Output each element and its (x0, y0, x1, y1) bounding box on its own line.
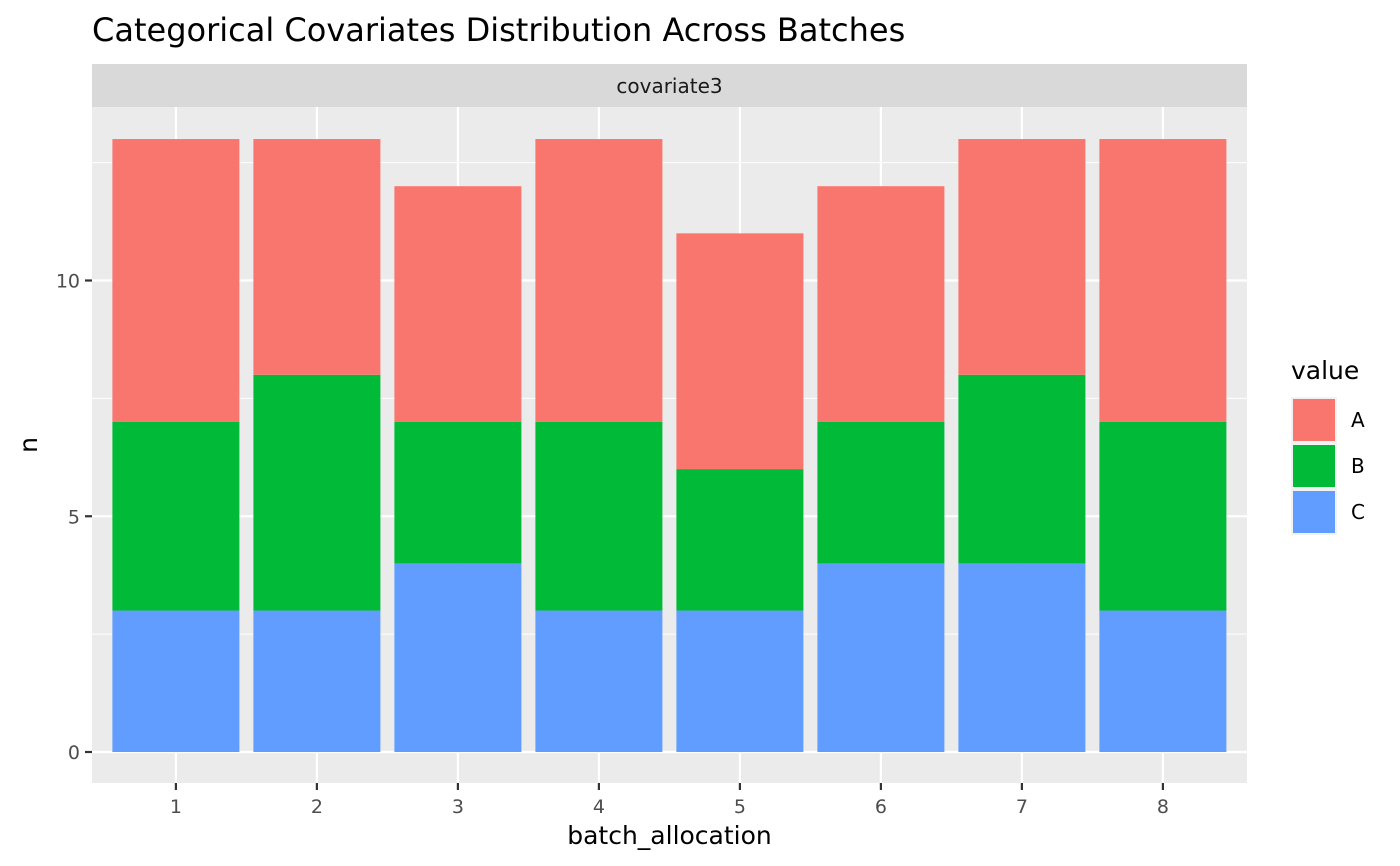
x-tick-label: 2 (311, 796, 323, 818)
bar-A-3 (394, 186, 522, 422)
bars (112, 139, 1227, 752)
y-tick-label: 5 (68, 506, 80, 528)
y-axis-title: n (14, 437, 43, 453)
bar-A-7 (958, 139, 1086, 375)
y-tick-label: 10 (56, 271, 80, 293)
x-tick-label: 7 (1016, 796, 1028, 818)
bar-B-5 (676, 469, 804, 611)
legend-key-C (1293, 491, 1335, 533)
legend-label-A: A (1351, 408, 1365, 432)
bar-B-7 (958, 374, 1086, 564)
legend-label-B: B (1351, 454, 1365, 478)
y-tick-label: 0 (68, 742, 80, 764)
bar-A-8 (1099, 139, 1227, 422)
x-tick-label: 6 (875, 796, 887, 818)
x-tick-label: 8 (1157, 796, 1169, 818)
bar-C-7 (958, 563, 1086, 752)
bar-C-4 (535, 610, 663, 752)
bar-A-6 (817, 186, 945, 422)
bar-A-1 (112, 139, 240, 422)
x-tick-label: 4 (593, 796, 605, 818)
legend: value ABC (1291, 356, 1365, 535)
bar-C-3 (394, 563, 522, 752)
bar-C-6 (817, 563, 945, 752)
bar-C-5 (676, 610, 804, 752)
legend-label-C: C (1351, 500, 1365, 524)
chart-title: Categorical Covariates Distribution Acro… (92, 11, 905, 49)
legend-title: value (1291, 356, 1359, 385)
facet-strip (92, 64, 1247, 107)
x-tick-label: 1 (170, 796, 182, 818)
x-axis-title: batch_allocation (567, 821, 772, 850)
bar-C-2 (253, 610, 381, 752)
bar-A-5 (676, 233, 804, 470)
y-axis: 0 5 10 (56, 271, 92, 764)
bar-B-4 (535, 421, 663, 611)
bar-B-3 (394, 421, 522, 564)
bar-B-6 (817, 421, 945, 564)
bar-A-2 (253, 139, 381, 375)
bar-C-1 (112, 610, 240, 752)
bar-C-8 (1099, 610, 1227, 752)
x-tick-label: 3 (452, 796, 464, 818)
legend-key-B (1293, 445, 1335, 487)
bar-B-2 (253, 374, 381, 611)
x-axis: 1 2 3 4 5 6 7 8 (170, 783, 1169, 818)
legend-key-A (1293, 399, 1335, 441)
bar-A-4 (535, 139, 663, 422)
bar-B-1 (112, 421, 240, 611)
facet-strip-label: covariate3 (616, 74, 722, 98)
x-tick-label: 5 (734, 796, 746, 818)
bar-B-8 (1099, 421, 1227, 611)
